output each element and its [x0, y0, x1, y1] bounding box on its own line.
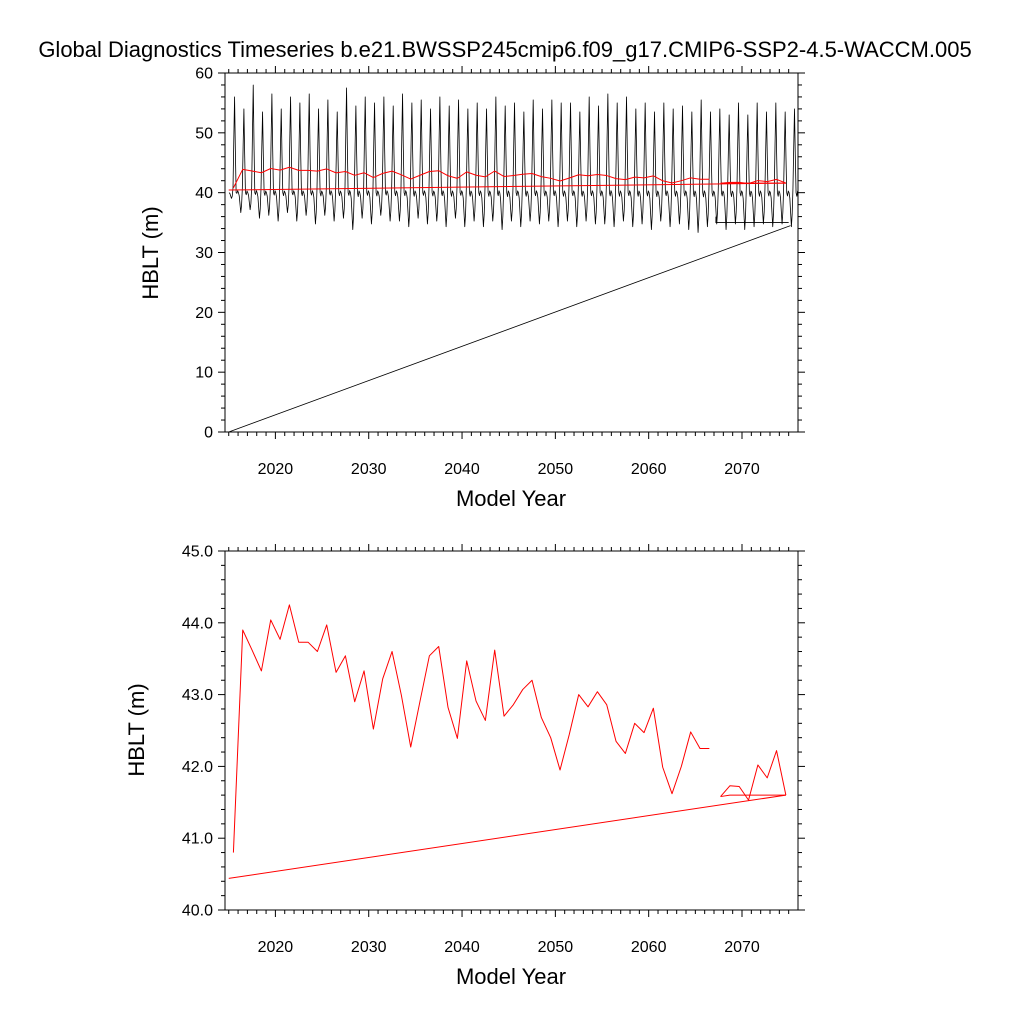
x-tick-label: 2030	[351, 939, 387, 956]
x-tick-label: 2070	[724, 461, 760, 478]
x-axis-label-top: Model Year	[456, 486, 566, 511]
series-layer-top	[229, 85, 798, 432]
x-tick-label: 2020	[258, 461, 294, 478]
x-tick-label: 2050	[538, 939, 574, 956]
plot-frame-bottom	[225, 551, 798, 910]
monthly-series-line	[229, 85, 797, 232]
annual-tail-line	[721, 751, 786, 801]
x-tick-label: 2040	[444, 939, 480, 956]
y-tick-label: 60	[195, 66, 213, 83]
x-tick-label: 2020	[258, 939, 294, 956]
y-tick-label: 40	[195, 185, 213, 202]
series-layer-bottom	[229, 605, 786, 879]
x-tick-label: 2070	[724, 939, 760, 956]
y-tick-label: 40.0	[182, 903, 213, 920]
y-tick-label: 50	[195, 125, 213, 142]
x-tick-label: 2050	[538, 461, 574, 478]
x-tick-label: 2030	[351, 461, 387, 478]
y-tick-label: 30	[195, 245, 213, 262]
y-axis-label-top: HBLT (m)	[138, 206, 163, 299]
figure-title: Global Diagnostics Timeseries b.e21.BWSS…	[38, 37, 971, 62]
y-tick-label: 45.0	[182, 544, 213, 561]
annual-closing-segment	[229, 795, 786, 878]
tick-layer-bottom: 2020 2030 2040 2050 2060 2070 40.0 41.0 42.0 43.0…	[182, 544, 805, 957]
y-axis-label-bottom: HBLT (m)	[124, 683, 149, 776]
x-tick-label: 2060	[631, 939, 667, 956]
annual-series-line	[233, 605, 709, 853]
monthly-closing-segment	[229, 226, 791, 432]
x-axis-label-bottom: Model Year	[456, 964, 566, 989]
x-tick-label: 2040	[444, 461, 480, 478]
y-tick-label: 0	[204, 425, 213, 442]
y-tick-label: 20	[195, 305, 213, 322]
y-tick-label: 43.0	[182, 687, 213, 704]
plot-frame-top	[225, 73, 798, 432]
y-tick-label: 41.0	[182, 831, 213, 848]
timeseries-panel-bottom: 2020 2030 2040 2050 2060 2070 40.0 41.0 42.0 43.0…	[124, 544, 805, 990]
y-tick-label: 10	[195, 365, 213, 382]
x-tick-label: 2060	[631, 461, 667, 478]
y-tick-label: 44.0	[182, 615, 213, 632]
y-tick-label: 42.0	[182, 759, 213, 776]
